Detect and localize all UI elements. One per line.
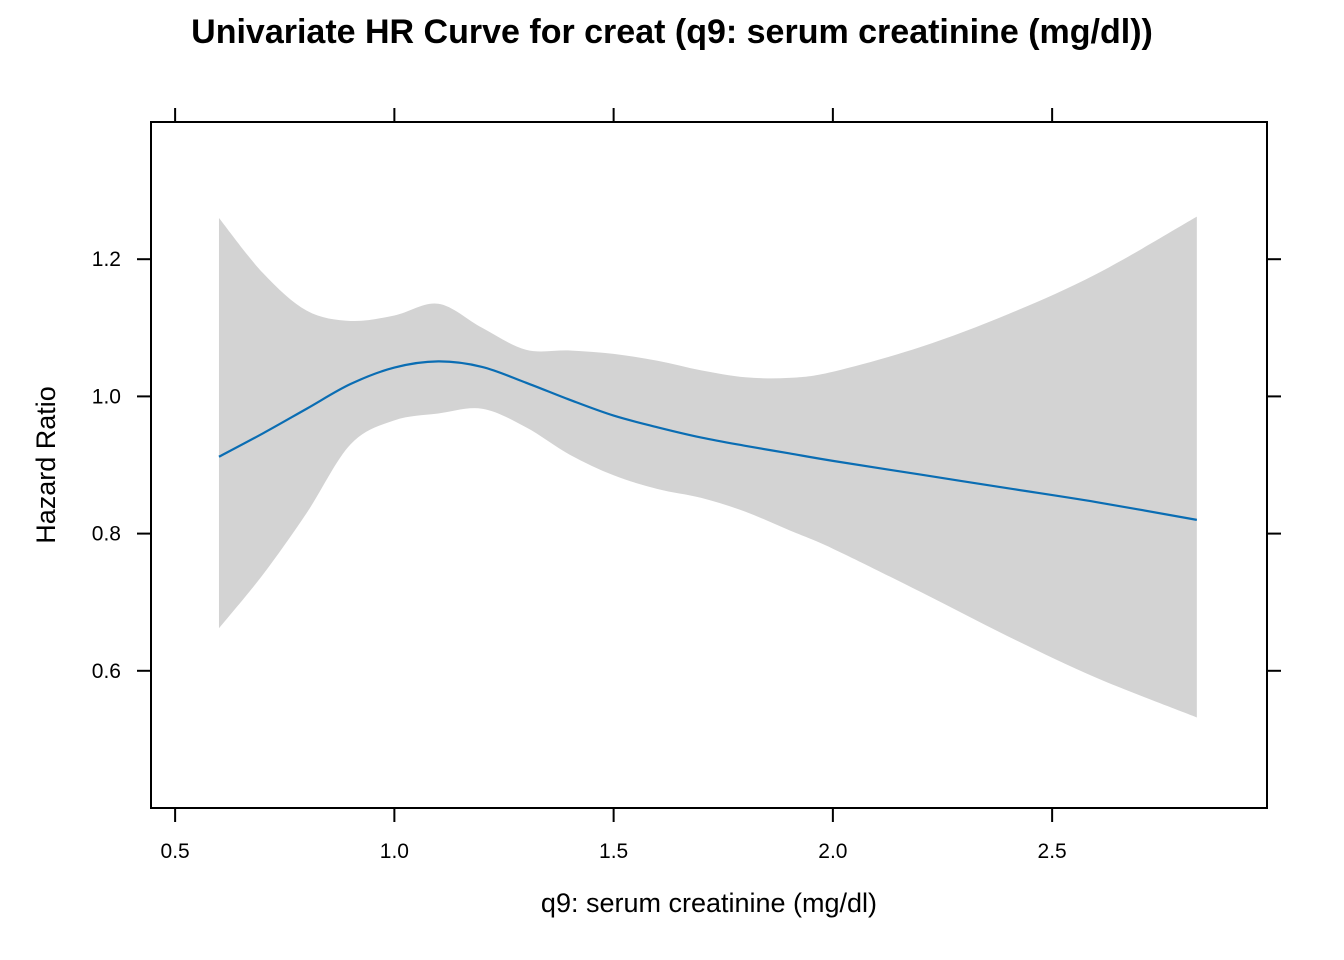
x-axis-label: q9: serum creatinine (mg/dl) [541,888,877,918]
y-tick-label: 1.0 [92,385,121,408]
y-tick-label: 0.6 [92,660,121,683]
x-tick-label: 2.5 [1038,840,1067,863]
x-tick-label: 2.0 [818,840,847,863]
plot-area [218,216,1198,718]
hr-line [218,360,1198,521]
chart-title: Univariate HR Curve for creat (q9: serum… [191,13,1153,51]
x-tick-label: 0.5 [161,840,190,863]
confidence-band [218,216,1197,718]
y-tick-label: 0.8 [92,523,121,546]
y-axis: 0.6 0.8 1.0 1.2 [92,248,1281,683]
x-tick-label: 1.0 [380,840,409,863]
x-axis: 0.5 1.0 1.5 2.0 2.5 [161,108,1067,863]
y-axis-label: Hazard Ratio [31,386,61,544]
y-tick-label: 1.2 [92,248,121,271]
plot-frame [150,121,1268,809]
x-tick-label: 1.5 [599,840,628,863]
